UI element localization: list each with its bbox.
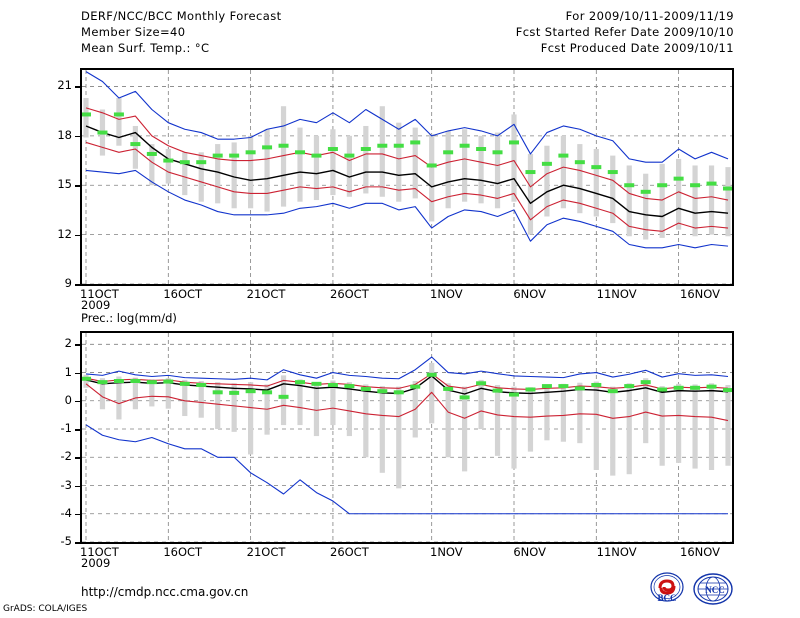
y-tick-mark bbox=[75, 185, 80, 187]
y-tick-label: 12 bbox=[57, 226, 72, 241]
y-tick-label: -4 bbox=[60, 505, 72, 520]
x-tick-label: 16OCT bbox=[163, 545, 203, 559]
ncc-logo: NCC bbox=[693, 573, 733, 605]
x-tick-label: 6NOV bbox=[513, 545, 546, 559]
y-tick-label: 2 bbox=[64, 336, 72, 351]
x-tick-label: 1NOV bbox=[430, 287, 463, 301]
x-tick-label: 26OCT bbox=[330, 545, 369, 559]
y-tick-label: -5 bbox=[60, 534, 72, 548]
y-tick-mark bbox=[75, 372, 80, 375]
y-tick-label: -2 bbox=[60, 449, 72, 464]
y-tick-label: -1 bbox=[60, 421, 72, 436]
x-tick-label: 6NOV bbox=[513, 287, 546, 301]
header-title: DERF/NCC/BCC Monthly Forecast bbox=[81, 9, 282, 23]
precipitation-plot bbox=[82, 333, 732, 542]
precipitation-chart-panel bbox=[80, 331, 734, 544]
y-tick-mark bbox=[75, 485, 80, 487]
x-tick-label: 1NOV bbox=[430, 545, 463, 559]
footer-url[interactable]: http://cmdp.ncc.cma.gov.cn bbox=[81, 585, 249, 599]
x-tick-label: 21OCT bbox=[246, 287, 286, 301]
svg-text:BCC: BCC bbox=[657, 593, 676, 603]
x-tick-label: 11OCT bbox=[80, 287, 119, 301]
y-tick-label: 1 bbox=[64, 364, 72, 379]
y-tick-mark bbox=[75, 344, 80, 346]
header-refer-date: Fcst Started Refer Date 2009/10/10 bbox=[515, 25, 734, 39]
x-tick-label: 21OCT bbox=[246, 545, 286, 559]
x-tick-label: 26OCT bbox=[330, 287, 369, 301]
y-tick-label: 21 bbox=[57, 78, 72, 93]
svg-text:NCC: NCC bbox=[705, 585, 725, 595]
header-member-size: Member Size=40 bbox=[81, 25, 186, 39]
y-tick-mark bbox=[75, 542, 80, 544]
x-tick-label: 11OCT bbox=[80, 545, 119, 559]
footer-credit: GrADS: COLA/IGES bbox=[3, 604, 88, 614]
header-forecast-period: For 2009/10/11-2009/11/19 bbox=[565, 9, 734, 23]
x-tick-label: 11NOV bbox=[596, 287, 637, 301]
y-tick-mark bbox=[75, 513, 80, 516]
y-tick-mark bbox=[75, 429, 80, 431]
header-produced-date: Fcst Produced Date 2009/10/11 bbox=[540, 41, 734, 55]
y-tick-label: 18 bbox=[57, 127, 72, 142]
header-variable-label: Mean Surf. Temp.: °C bbox=[81, 41, 210, 55]
y-tick-mark bbox=[75, 400, 80, 403]
temperature-chart-panel bbox=[80, 68, 734, 286]
x-tick-label: 16NOV bbox=[680, 545, 720, 559]
x-tick-label: 16NOV bbox=[680, 287, 720, 301]
precipitation-title: Prec.: log(mm/d) bbox=[81, 311, 177, 325]
y-tick-mark bbox=[75, 135, 80, 138]
y-tick-mark bbox=[75, 457, 80, 459]
bcc-logo: BCC bbox=[650, 572, 684, 603]
y-tick-mark bbox=[75, 234, 80, 237]
y-tick-label: 0 bbox=[64, 392, 72, 407]
y-tick-label: 9 bbox=[64, 276, 72, 290]
y-tick-mark bbox=[75, 86, 80, 88]
precipitation-year-label: 2009 bbox=[81, 556, 111, 570]
x-tick-label: 11NOV bbox=[596, 545, 637, 559]
x-tick-label: 16OCT bbox=[163, 287, 203, 301]
y-tick-label: 15 bbox=[57, 177, 72, 192]
temperature-plot bbox=[82, 70, 732, 284]
y-tick-label: -3 bbox=[60, 477, 72, 492]
y-tick-mark bbox=[75, 284, 80, 286]
temperature-year-label: 2009 bbox=[81, 298, 111, 312]
